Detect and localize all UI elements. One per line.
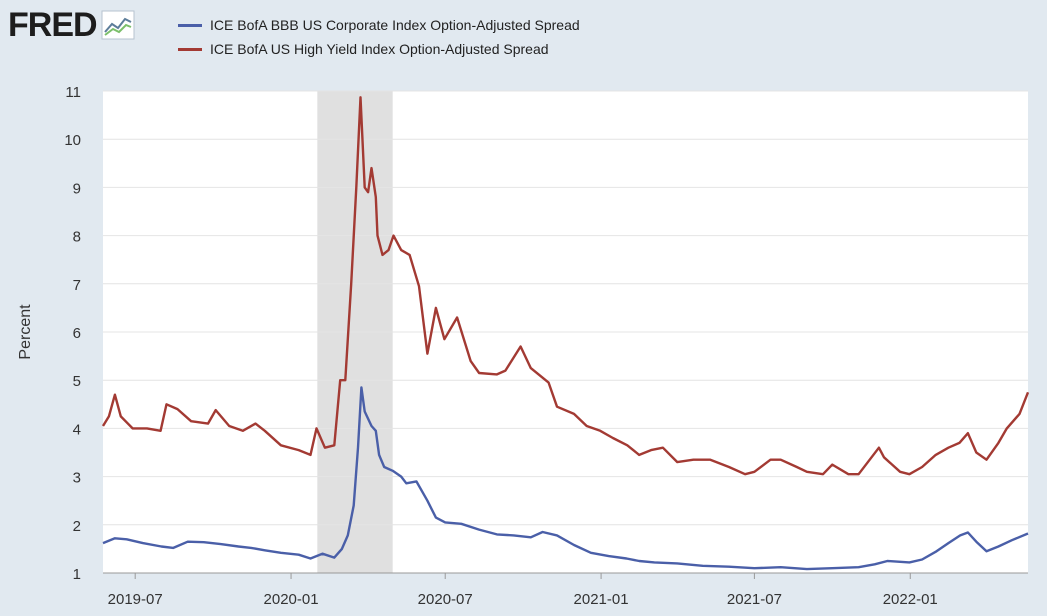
fred-chart-icon xyxy=(101,10,135,40)
series-line-high-yield xyxy=(101,96,1030,476)
fred-logo[interactable]: FRED xyxy=(8,8,135,42)
x-tick-label: 2020-01 xyxy=(264,591,319,608)
legend-item-bbb[interactable]: ICE BofA BBB US Corporate Index Option-A… xyxy=(178,13,580,37)
x-tick-label: 2021-07 xyxy=(727,591,782,608)
y-axis-title: Percent xyxy=(17,304,34,360)
chart-legend: ICE BofA BBB US Corporate Index Option-A… xyxy=(178,13,580,61)
fred-logo-text: FRED xyxy=(8,6,98,44)
y-tick-label: 10 xyxy=(64,132,81,149)
y-tick-label: 4 xyxy=(73,421,81,438)
y-tick-label: 7 xyxy=(73,277,81,294)
y-tick-label: 9 xyxy=(73,180,81,197)
x-tick-label: 2021-01 xyxy=(574,591,629,608)
legend-swatch-high-yield xyxy=(178,47,202,51)
legend-swatch-bbb xyxy=(178,23,202,27)
y-tick-label: 11 xyxy=(65,84,81,101)
y-tick-label: 2 xyxy=(73,518,81,535)
series-line-bbb xyxy=(102,386,1029,571)
x-tick-label: 2022-01 xyxy=(883,591,938,608)
y-tick-label: 6 xyxy=(73,325,81,342)
legend-label-high-yield: ICE BofA US High Yield Index Option-Adju… xyxy=(210,41,549,57)
x-tick-label: 2020-07 xyxy=(418,591,473,608)
legend-item-high-yield[interactable]: ICE BofA US High Yield Index Option-Adju… xyxy=(178,37,580,61)
x-tick-label: 2019-07 xyxy=(108,591,163,608)
y-tick-label: 5 xyxy=(73,373,81,390)
y-tick-label: 3 xyxy=(73,470,81,487)
y-tick-label: 1 xyxy=(73,566,81,583)
y-tick-label: 8 xyxy=(73,229,81,246)
legend-label-bbb: ICE BofA BBB US Corporate Index Option-A… xyxy=(210,17,580,33)
